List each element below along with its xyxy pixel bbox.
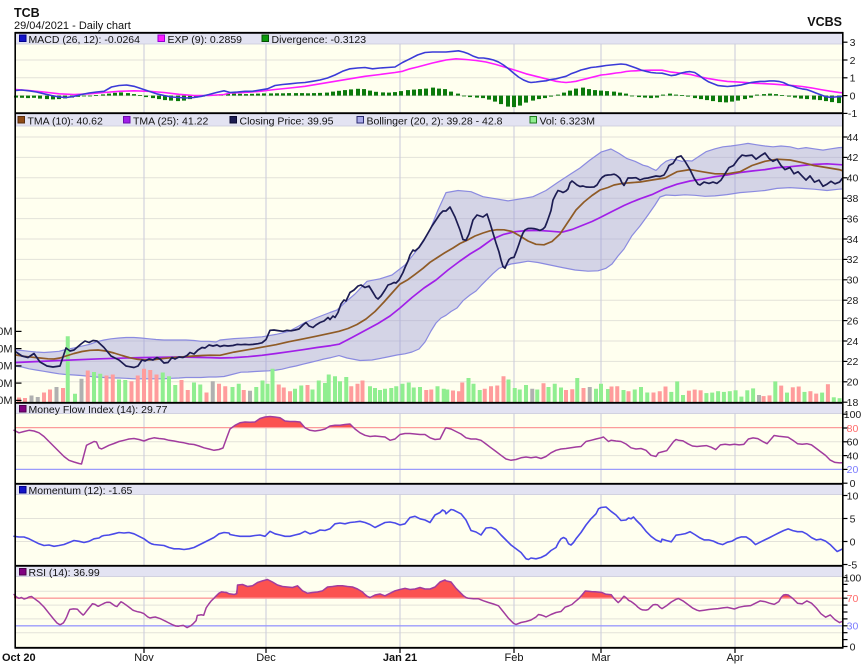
svg-text:0: 0 bbox=[850, 478, 856, 490]
svg-text:32: 32 bbox=[847, 254, 859, 266]
svg-text:EXP (9): 0.2859: EXP (9): 0.2859 bbox=[168, 34, 243, 46]
svg-text:18: 18 bbox=[847, 397, 859, 409]
svg-text:100: 100 bbox=[844, 572, 862, 584]
svg-text:Dec: Dec bbox=[256, 652, 276, 664]
svg-text:70: 70 bbox=[847, 593, 859, 605]
svg-text:TCB: TCB bbox=[14, 6, 40, 20]
svg-text:30: 30 bbox=[847, 621, 859, 633]
svg-text:VCBS: VCBS bbox=[807, 15, 842, 29]
svg-text:Oct 20: Oct 20 bbox=[2, 652, 36, 664]
svg-text:26: 26 bbox=[847, 315, 859, 327]
svg-text:20: 20 bbox=[847, 464, 859, 476]
svg-text:Mar: Mar bbox=[592, 652, 611, 664]
svg-text:Apr: Apr bbox=[726, 652, 743, 664]
svg-text:34: 34 bbox=[847, 234, 859, 246]
svg-text:Money Flow Index (14): 29.77: Money Flow Index (14): 29.77 bbox=[29, 404, 168, 416]
svg-text:1: 1 bbox=[850, 73, 856, 85]
svg-text:20M: 20M bbox=[0, 361, 13, 373]
svg-text:Jan 21: Jan 21 bbox=[383, 652, 417, 664]
svg-text:Vol: 6.323M: Vol: 6.323M bbox=[540, 116, 595, 128]
svg-text:29/04/2021 - Daily chart: 29/04/2021 - Daily chart bbox=[14, 20, 131, 32]
svg-text:Feb: Feb bbox=[505, 652, 524, 664]
svg-text:Divergence: -0.3123: Divergence: -0.3123 bbox=[272, 34, 367, 46]
svg-text:TMA (10): 40.62: TMA (10): 40.62 bbox=[28, 116, 103, 128]
svg-text:28: 28 bbox=[847, 295, 859, 307]
svg-text:0: 0 bbox=[850, 90, 856, 102]
svg-text:60: 60 bbox=[847, 437, 859, 449]
svg-text:5: 5 bbox=[850, 513, 856, 525]
svg-text:Closing Price: 39.95: Closing Price: 39.95 bbox=[240, 116, 334, 128]
svg-text:-1: -1 bbox=[848, 108, 857, 120]
svg-text:36: 36 bbox=[847, 213, 859, 225]
svg-text:MACD (26, 12): -0.0264: MACD (26, 12): -0.0264 bbox=[29, 34, 141, 46]
svg-text:100: 100 bbox=[844, 409, 862, 421]
svg-text:30M: 30M bbox=[0, 343, 13, 355]
svg-text:30: 30 bbox=[847, 275, 859, 287]
svg-text:40: 40 bbox=[847, 450, 859, 462]
svg-text:40: 40 bbox=[847, 173, 859, 185]
svg-text:40M: 40M bbox=[0, 326, 13, 338]
svg-text:0: 0 bbox=[850, 641, 856, 653]
svg-text:22: 22 bbox=[847, 356, 859, 368]
svg-text:38: 38 bbox=[847, 193, 859, 205]
svg-text:80: 80 bbox=[847, 423, 859, 435]
svg-text:Bollinger (20, 2): 39.28 - 42.: Bollinger (20, 2): 39.28 - 42.8 bbox=[367, 116, 503, 128]
svg-text:0: 0 bbox=[850, 536, 856, 548]
svg-text:Nov: Nov bbox=[134, 652, 154, 664]
svg-text:Momentum (12): -1.65: Momentum (12): -1.65 bbox=[29, 485, 133, 497]
svg-text:0M: 0M bbox=[0, 395, 13, 407]
svg-text:10M: 10M bbox=[0, 378, 13, 390]
svg-text:20: 20 bbox=[847, 377, 859, 389]
svg-text:TMA (25): 41.22: TMA (25): 41.22 bbox=[133, 116, 208, 128]
svg-text:RSI (14): 36.99: RSI (14): 36.99 bbox=[29, 567, 100, 579]
svg-text:10: 10 bbox=[847, 490, 859, 502]
svg-text:-5: -5 bbox=[848, 559, 857, 571]
svg-text:44: 44 bbox=[847, 132, 859, 144]
svg-text:3: 3 bbox=[850, 37, 856, 49]
svg-text:24: 24 bbox=[847, 336, 859, 348]
svg-text:42: 42 bbox=[847, 152, 859, 164]
svg-text:2: 2 bbox=[850, 55, 856, 67]
